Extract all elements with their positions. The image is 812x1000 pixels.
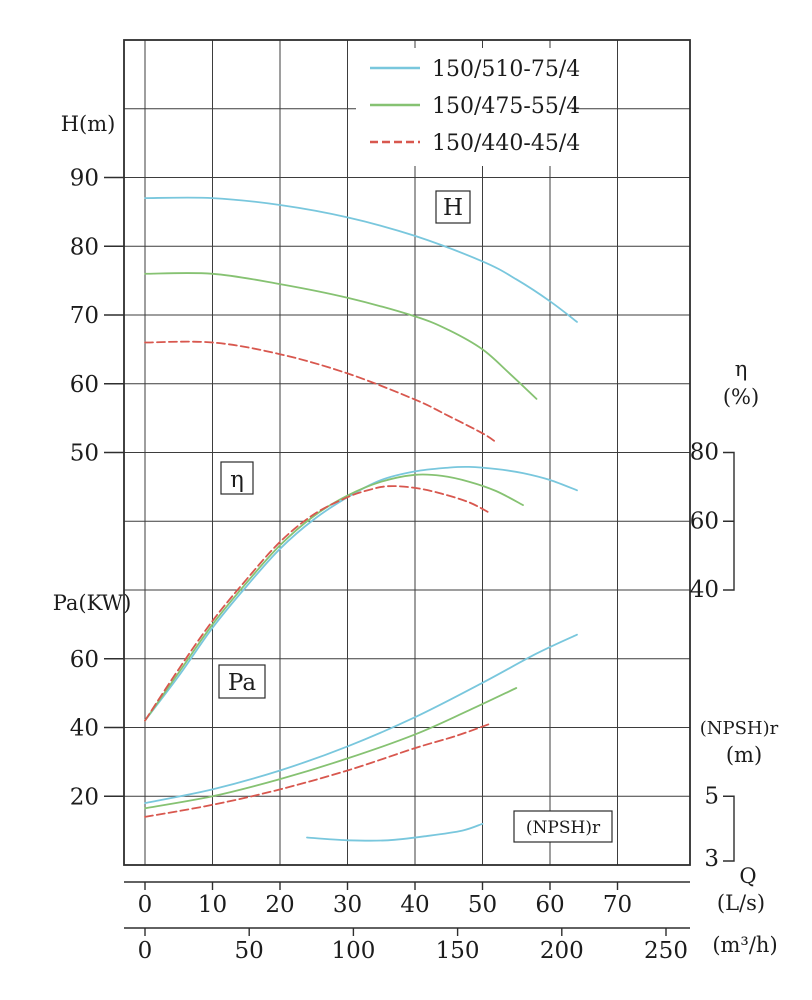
eta-curve-label-text: η [230,467,244,493]
legend: 150/510-75/4 150/475-55/4 150/440-45/4 [356,48,580,166]
npsh-axis-label: (NPSH)r [700,718,779,739]
npsh-scale-bracket [723,795,735,862]
eta-curve-label-box [220,461,254,495]
h-axis-tick-label: 70 [70,303,99,329]
eta-curve-label: η [220,461,254,495]
pa-curve-label: Pa [218,664,266,699]
h-axis-label: H(m) [61,112,116,136]
q-ls-tick-label: 10 [198,892,227,918]
q-m3h-tick-label: 0 [138,938,153,964]
pa-curve-label-text: Pa [228,670,256,696]
npsh-curve-label: (NPSH)r [513,810,613,843]
curve-H-150-440-45-4 [144,340,497,444]
q-ls-tick-label: 40 [400,892,429,918]
curve-NPSH-150-510-75-4 [306,822,484,842]
npsh-curve-label-text: (NPSH)r [526,818,601,838]
legend-label-0: 150/510-75/4 [432,57,580,82]
q-ls-tick-label: 0 [138,892,153,918]
q-m3h-tick-label: 150 [436,938,480,964]
h-curve-label: H [435,190,471,224]
q-axis-unit-m3h: (m³/h) [712,933,777,957]
q-ls-tick-label: 60 [535,892,564,918]
h-axis-tick-label: 90 [70,166,99,192]
eta-axis-tick-label: 80 [690,440,719,466]
pa-axis-tick-label: 20 [70,784,99,810]
q-m3h-tick-label: 200 [540,938,584,964]
eta-scale-bracket [723,451,735,591]
q-ls-tick-label: 20 [265,892,294,918]
eta-axis-unit: (%) [723,385,759,409]
q-m3h-tick-label: 250 [644,938,688,964]
legend-label-2: 150/440-45/4 [432,131,580,156]
q-ls-tick-label: 50 [468,892,497,918]
curve-H-150-510-75-4 [144,196,578,323]
pa-curve-label-box [218,664,266,699]
h-axis-tick-label: 80 [70,234,99,260]
legend-label-1: 150/475-55/4 [432,94,580,119]
npsh-axis-unit: (m) [726,743,762,767]
curve-layer [144,196,578,842]
h-axis-tick-label: 60 [70,372,99,398]
pa-axis-tick-label: 60 [70,647,99,673]
q-ls-tick-label: 30 [333,892,362,918]
curve-Pa-150-510-75-4 [144,633,578,805]
q-m3h-tick-label: 100 [331,938,375,964]
pa-axis-tick-label: 40 [70,716,99,742]
npsh-axis-tick-label: 3 [704,846,719,872]
h-axis-tick-label: 50 [70,441,99,467]
h-curve-label-box [435,190,471,224]
grid-layer [123,39,691,866]
q-axis-unit-ls: (L/s) [717,891,765,915]
curve-eta-150-510-75-4 [144,465,578,722]
q-axis-label: Q [739,864,756,888]
npsh-axis-tick-label: 5 [704,783,719,809]
curve-Pa-150-475-55-4 [144,687,518,810]
curve-Pa-150-440-45-4 [144,723,491,818]
curve-H-150-475-55-4 [144,272,538,400]
q-ls-tick-label: 70 [603,892,632,918]
curve-eta-150-475-55-4 [144,473,524,722]
eta-axis-tick-label: 60 [690,508,719,534]
eta-axis-tick-label: 40 [690,577,719,603]
q-m3h-tick-label: 50 [235,938,264,964]
curve-eta-150-440-45-4 [144,485,491,722]
h-curve-label-text: H [443,195,463,221]
eta-axis-label: η [735,357,748,381]
pa-axis-label: Pa(KW) [53,591,132,615]
npsh-curve-label-box [513,810,613,843]
